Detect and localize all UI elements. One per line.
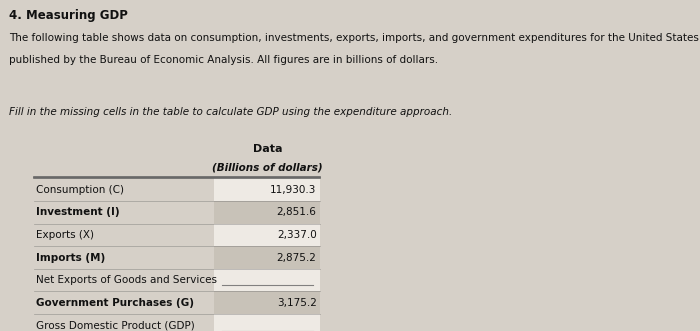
Text: Investment (I): Investment (I): [36, 207, 120, 217]
Text: Consumption (C): Consumption (C): [36, 185, 124, 195]
Text: (Billions of dollars): (Billions of dollars): [212, 162, 323, 172]
Bar: [214, 246, 321, 269]
Text: Government Purchases (G): Government Purchases (G): [36, 298, 194, 308]
Text: published by the Bureau of Economic Analysis. All figures are in billions of dol: published by the Bureau of Economic Anal…: [8, 55, 437, 65]
Text: 2,875.2: 2,875.2: [276, 253, 316, 262]
Text: Data: Data: [253, 144, 282, 154]
Bar: [214, 224, 321, 246]
Bar: [214, 269, 321, 291]
Text: Net Exports of Goods and Services: Net Exports of Goods and Services: [36, 275, 217, 285]
Text: 11,930.3: 11,930.3: [270, 185, 316, 195]
Bar: [214, 178, 321, 201]
Text: 2,851.6: 2,851.6: [276, 207, 316, 217]
Text: 4. Measuring GDP: 4. Measuring GDP: [8, 9, 127, 22]
Text: Imports (M): Imports (M): [36, 253, 106, 262]
Text: Fill in the missing cells in the table to calculate GDP using the expenditure ap: Fill in the missing cells in the table t…: [8, 107, 452, 117]
Text: Gross Domestic Product (GDP): Gross Domestic Product (GDP): [36, 320, 195, 330]
Bar: [214, 314, 321, 331]
Bar: [214, 291, 321, 314]
Text: 2,337.0: 2,337.0: [276, 230, 316, 240]
Text: 3,175.2: 3,175.2: [276, 298, 316, 308]
Text: Exports (X): Exports (X): [36, 230, 94, 240]
Bar: [214, 201, 321, 224]
Text: The following table shows data on consumption, investments, exports, imports, an: The following table shows data on consum…: [8, 33, 700, 43]
